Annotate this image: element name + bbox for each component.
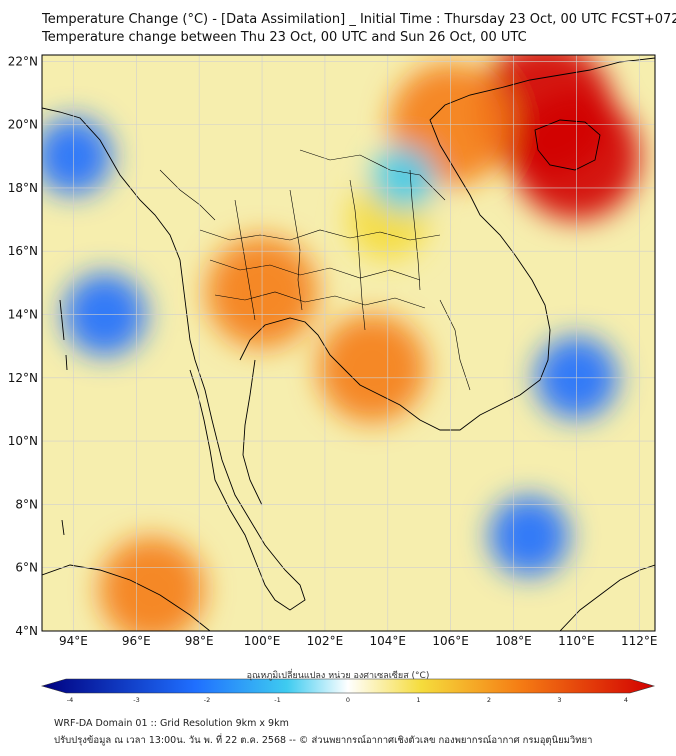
anomaly-blob xyxy=(317,314,427,423)
longitude-label: 98°E xyxy=(185,634,214,648)
colorbar-label: อุณหภูมิเปลี่ยนแปลง หน่วย องศาเซลเซียส (… xyxy=(246,671,430,681)
latitude-label: 6°N xyxy=(15,561,38,575)
coastline-layer xyxy=(42,57,655,631)
longitude-label: 110°E xyxy=(558,634,595,648)
anomaly-layer xyxy=(42,55,641,631)
nicobar-islands xyxy=(61,519,65,536)
longitude-label: 108°E xyxy=(495,634,532,648)
province-boundaries xyxy=(159,149,471,391)
colorbar-tick-label: 0 xyxy=(346,696,350,704)
latitude-label: 16°N xyxy=(8,244,38,258)
colorbar-tick-label: 3 xyxy=(557,696,561,704)
latitude-label: 12°N xyxy=(8,371,38,385)
latitude-label: 14°N xyxy=(8,308,38,322)
plot-frame xyxy=(41,54,656,632)
anomaly-blob xyxy=(371,146,436,211)
longitude-label: 94°E xyxy=(59,634,88,648)
colorbar-bar xyxy=(40,678,656,694)
colorbar-tick-label: 1 xyxy=(416,696,420,704)
colorbar-tick-label: 4 xyxy=(624,696,628,704)
footer-model-info: WRF-DA Domain 01 :: Grid Resolution 9km … xyxy=(54,718,289,729)
longitude-label: 104°E xyxy=(370,634,407,648)
longitude-label: 112°E xyxy=(621,634,658,648)
andaman-islands xyxy=(59,299,68,371)
colorbar-tick-label: -3 xyxy=(133,696,139,704)
colorbar-tick-label: 2 xyxy=(487,696,491,704)
temperature-field xyxy=(42,55,655,631)
latitude-label: 22°N xyxy=(8,54,38,68)
colorbar-ticks: -4 -3 -2 -1 0 1 2 3 4 xyxy=(67,696,628,704)
malay-peninsula-west xyxy=(242,359,263,506)
longitude-axis: 94°E 96°E 98°E 100°E 102°E 104°E 106°E 108°E 110… xyxy=(59,634,658,648)
colorbar: -4 -3 -2 -1 0 1 2 3 4 xyxy=(40,678,656,704)
sumatra-coast xyxy=(42,564,211,631)
colorbar-tick-label: -4 xyxy=(67,696,73,704)
latitude-label: 4°N xyxy=(15,624,38,638)
graticule xyxy=(42,55,655,632)
latitude-label: 8°N xyxy=(15,497,38,511)
colorbar-tick-label: -1 xyxy=(274,696,280,704)
title-line-2: Temperature change between Thu 23 Oct, 0… xyxy=(42,30,527,45)
anomaly-blob xyxy=(42,117,113,196)
longitude-label: 106°E xyxy=(432,634,469,648)
longitude-label: 100°E xyxy=(244,634,281,648)
title-line-1: Temperature Change (°C) - [Data Assimila… xyxy=(42,12,676,27)
longitude-label: 96°E xyxy=(122,634,151,648)
colorbar-tick-label: -2 xyxy=(204,696,210,704)
anomaly-blob xyxy=(489,495,570,577)
longitude-label: 102°E xyxy=(307,634,344,648)
gulf-of-thailand-coast xyxy=(239,57,655,431)
latitude-axis: 22°N 20°N 18°N 16°N 14°N 12°N 10°N 8°N 6°N 4°N xyxy=(8,54,38,638)
latitude-label: 20°N xyxy=(8,118,38,132)
footer-credit: ปรับปรุงข้อมูล ณ เวลา 13:00น. วัน พ. ที่… xyxy=(54,735,593,746)
hainan-coast xyxy=(534,119,601,171)
latitude-label: 18°N xyxy=(8,181,38,195)
anomaly-blob xyxy=(99,537,205,631)
mainland-coastline xyxy=(42,107,306,611)
latitude-label: 10°N xyxy=(8,434,38,448)
